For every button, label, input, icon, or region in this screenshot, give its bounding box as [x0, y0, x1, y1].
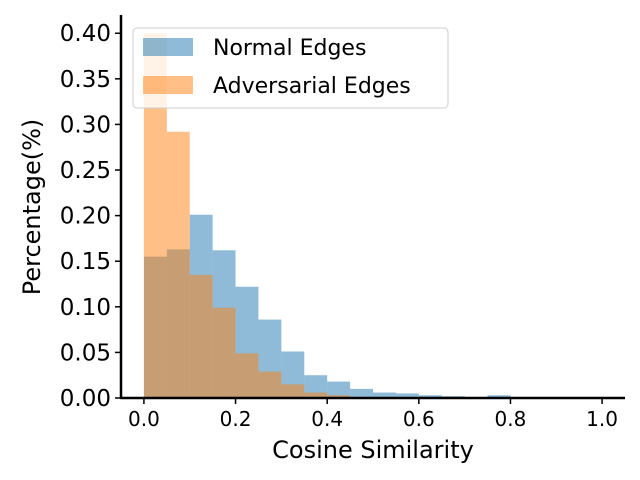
y-tick-label: 0.00: [60, 386, 111, 412]
bar-adversarial-edges-4: [235, 353, 259, 398]
x-tick-label: 0.0: [128, 407, 160, 431]
bar-normal-edges-8: [327, 381, 351, 398]
y-tick-label: 0.15: [60, 249, 111, 275]
bar-adversarial-edges-6: [281, 384, 305, 398]
bar-adversarial-edges-0: [143, 33, 167, 398]
bar-normal-edges-9: [350, 388, 373, 398]
legend-swatch-normal-edges: [143, 38, 193, 56]
y-tick-label: 0.35: [60, 67, 111, 93]
legend-label-adversarial-edges: Adversarial Edges: [213, 74, 411, 99]
bar-adversarial-edges-5: [258, 371, 282, 398]
x-tick-label: 0.4: [311, 407, 343, 431]
bar-normal-edges-15: [487, 395, 511, 398]
bar-adversarial-edges-3: [212, 307, 236, 398]
x-tick-label: 0.2: [220, 407, 252, 431]
bar-adversarial-edges-2: [189, 274, 213, 398]
x-tick-label: 0.6: [403, 407, 435, 431]
bar-normal-edges-10: [373, 392, 396, 398]
ticks-layer: 0.0 0.2 0.4 0.6 0.8 1.0 0.00 0.05 0.10 0.15 0.20 0.…: [60, 21, 618, 431]
legend-swatch-adversarial-edges: [143, 76, 193, 94]
bar-normal-edges-7: [304, 375, 328, 398]
bars-layer: [143, 33, 580, 398]
bar-normal-edges-11: [395, 393, 419, 398]
y-tick-label: 0.05: [60, 340, 111, 366]
x-tick-label: 1.0: [586, 407, 618, 431]
legend-label-normal-edges: Normal Edges: [213, 36, 366, 61]
y-tick-label: 0.10: [60, 295, 111, 321]
y-axis-label: Percentage(%): [18, 119, 46, 296]
y-tick-label: 0.25: [60, 158, 111, 184]
x-axis-label: Cosine Similarity: [272, 436, 474, 464]
bar-normal-edges-12: [418, 395, 442, 398]
legend-frame: [132, 27, 449, 109]
y-tick-label: 0.30: [60, 112, 111, 138]
bar-adversarial-edges-7: [304, 392, 328, 398]
legend: Normal Edges Adversarial Edges: [132, 27, 449, 109]
y-tick-label: 0.40: [60, 21, 111, 47]
bar-adversarial-edges-1: [166, 131, 190, 398]
y-tick-label: 0.20: [60, 204, 111, 230]
bar-adversarial-edges-8: [327, 395, 351, 398]
x-tick-label: 0.8: [495, 407, 527, 431]
